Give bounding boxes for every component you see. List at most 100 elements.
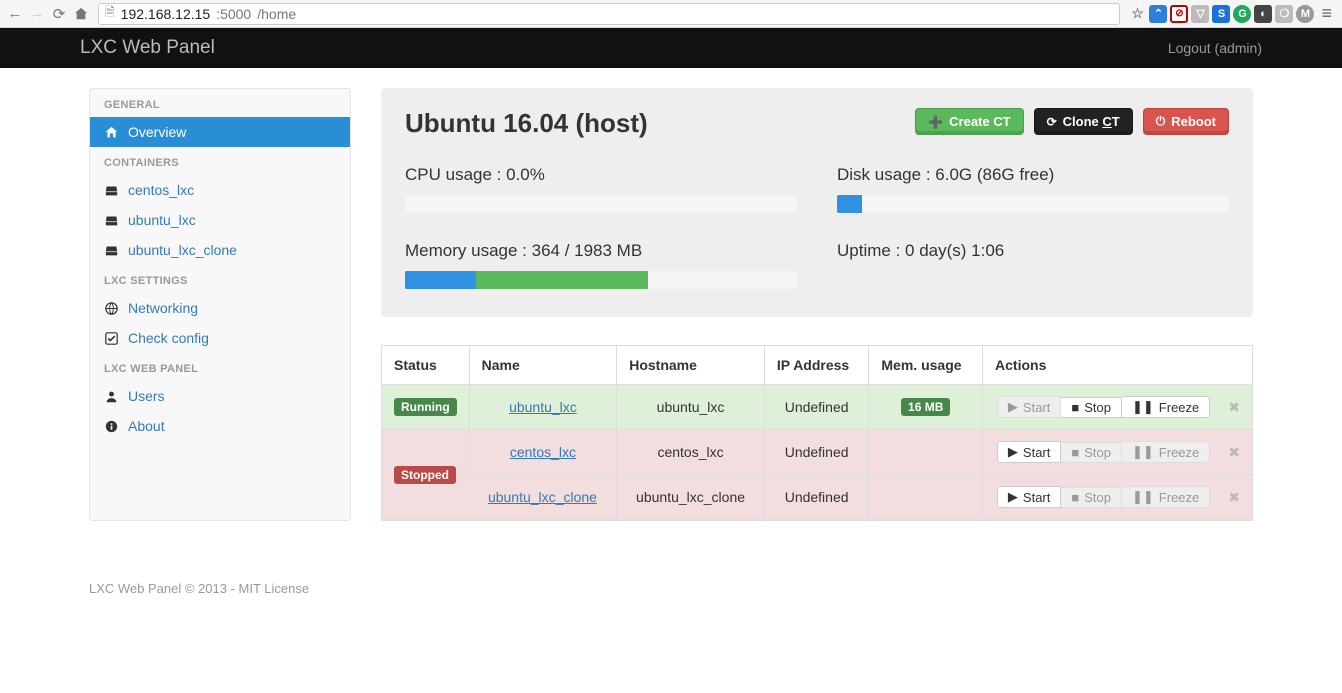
sidebar-item-label: About bbox=[128, 418, 165, 434]
ext-s-icon[interactable]: S bbox=[1212, 5, 1230, 23]
th-host: Hostname bbox=[616, 346, 764, 385]
cell-host: ubuntu_lxc_clone bbox=[616, 475, 764, 520]
cell-actions: ▶ Start■ Stop❚❚ Freeze✖ bbox=[982, 385, 1252, 430]
play-icon: ▶ bbox=[1008, 444, 1018, 460]
container-link[interactable]: ubuntu_lxc bbox=[482, 399, 605, 415]
cell-ip: Undefined bbox=[764, 385, 869, 430]
sidebar-item-centos-lxc[interactable]: centos_lxc bbox=[90, 175, 350, 205]
globe-icon bbox=[104, 302, 118, 315]
bookmark-star-icon[interactable]: ☆ bbox=[1128, 5, 1146, 23]
reboot-button[interactable]: ⏻ Reboot bbox=[1143, 108, 1229, 135]
nav-home-icon[interactable] bbox=[72, 5, 90, 23]
mem-bar bbox=[405, 271, 797, 289]
ext-adblock-icon[interactable]: ⊘ bbox=[1170, 5, 1188, 23]
cell-mem bbox=[868, 475, 982, 520]
browser-menu-icon[interactable]: ≡ bbox=[1317, 3, 1336, 24]
pause-icon: ❚❚ bbox=[1132, 444, 1154, 460]
nav-back-icon[interactable]: ← bbox=[6, 5, 24, 23]
remove-icon[interactable]: ✖ bbox=[1228, 399, 1240, 416]
stop-icon: ■ bbox=[1071, 445, 1079, 460]
start-button[interactable]: ▶ Start bbox=[997, 441, 1061, 463]
mem-badge: 16 MB bbox=[901, 398, 950, 416]
stop-button: ■ Stop bbox=[1061, 487, 1122, 508]
sidebar-item-check-config[interactable]: Check config bbox=[90, 323, 350, 353]
cell-status: Stopped bbox=[382, 430, 469, 520]
cpu-bar bbox=[405, 195, 797, 213]
hdd-icon bbox=[104, 184, 118, 197]
nav-fwd-icon[interactable]: → bbox=[28, 5, 46, 23]
sidebar-item-ubuntu-lxc[interactable]: ubuntu_lxc bbox=[90, 205, 350, 235]
sidebar-item-overview[interactable]: Overview bbox=[90, 117, 350, 147]
clone-ct-button[interactable]: ⟳ Clone CT bbox=[1034, 108, 1133, 135]
stop-icon: ■ bbox=[1071, 400, 1079, 415]
mem-label: Memory usage : 364 / 1983 MB bbox=[405, 241, 797, 261]
cell-status: Running bbox=[382, 385, 469, 430]
page-icon: 🗎 bbox=[105, 3, 115, 24]
app-brand: LXC Web Panel bbox=[80, 37, 215, 59]
url-host: 192.168.12.15 bbox=[121, 6, 211, 22]
check-icon bbox=[104, 332, 118, 345]
cell-host: centos_lxc bbox=[616, 430, 764, 475]
host-title: Ubuntu 16.04 (host) bbox=[405, 108, 648, 139]
stop-button: ■ Stop bbox=[1061, 442, 1122, 463]
th-actions: Actions bbox=[982, 346, 1252, 385]
pause-icon: ❚❚ bbox=[1132, 399, 1154, 415]
hdd-icon bbox=[104, 244, 118, 257]
stop-button[interactable]: ■ Stop bbox=[1061, 397, 1122, 418]
cell-mem: 16 MB bbox=[868, 385, 982, 430]
sidebar-section-title: GENERAL bbox=[90, 89, 350, 117]
sidebar-item-ubuntu-lxc-clone[interactable]: ubuntu_lxc_clone bbox=[90, 235, 350, 265]
sidebar-item-label: Overview bbox=[128, 124, 186, 140]
sidebar-item-users[interactable]: Users bbox=[90, 381, 350, 411]
pause-icon: ❚❚ bbox=[1132, 489, 1154, 505]
start-button[interactable]: ▶ Start bbox=[997, 486, 1061, 508]
nav-reload-icon[interactable]: ⟳ bbox=[50, 5, 68, 23]
freeze-button: ❚❚ Freeze bbox=[1122, 486, 1210, 508]
sidebar-item-label: centos_lxc bbox=[128, 182, 194, 198]
create-ct-label: Create CT bbox=[949, 114, 1010, 129]
ext-grammarly-icon[interactable]: G bbox=[1233, 5, 1251, 23]
ext-globe-icon[interactable]: ❍ bbox=[1275, 5, 1293, 23]
sidebar-item-networking[interactable]: Networking bbox=[90, 293, 350, 323]
sidebar-section-title: LXC SETTINGS bbox=[90, 265, 350, 293]
cell-name: ubuntu_lxc_clone bbox=[469, 475, 617, 520]
cell-name: centos_lxc bbox=[469, 430, 617, 475]
sidebar-item-label: Check config bbox=[128, 330, 209, 346]
table-row: Runningubuntu_lxcubuntu_lxcUndefined16 M… bbox=[382, 385, 1252, 430]
sidebar-section-title: CONTAINERS bbox=[90, 147, 350, 175]
ext-blue-icon[interactable]: ⌃ bbox=[1149, 5, 1167, 23]
freeze-button[interactable]: ❚❚ Freeze bbox=[1122, 396, 1210, 418]
container-link[interactable]: ubuntu_lxc_clone bbox=[481, 489, 605, 505]
clone-ct-label: Clone CT bbox=[1063, 114, 1120, 129]
cell-ip: Undefined bbox=[764, 430, 869, 475]
footer: LXC Web Panel © 2013 - MIT License bbox=[41, 561, 1301, 616]
sidebar: GENERAL Overview CONTAINERS centos_lxcubunt… bbox=[89, 88, 351, 521]
remove-icon[interactable]: ✖ bbox=[1228, 444, 1240, 461]
user-icon bbox=[104, 390, 118, 403]
th-mem: Mem. usage bbox=[868, 346, 982, 385]
browser-extensions: ☆ ⌃ ⊘ ▽ S G ◐ ❍ M ≡ bbox=[1128, 3, 1336, 24]
address-bar[interactable]: 🗎 192.168.12.15:5000/home bbox=[98, 3, 1120, 25]
status-badge: Stopped bbox=[394, 466, 456, 484]
uptime-label: Uptime : 0 day(s) 1:06 bbox=[837, 241, 1229, 261]
home-icon bbox=[104, 126, 118, 139]
plus-icon: ➕ bbox=[928, 115, 943, 129]
sidebar-item-about[interactable]: About bbox=[90, 411, 350, 441]
logout-link[interactable]: Logout (admin) bbox=[1168, 40, 1262, 56]
ext-dark-icon[interactable]: ◐ bbox=[1254, 5, 1272, 23]
th-ip: IP Address bbox=[764, 346, 869, 385]
browser-chrome: ← → ⟳ 🗎 192.168.12.15:5000/home ☆ ⌃ ⊘ ▽ … bbox=[0, 0, 1342, 28]
create-ct-button[interactable]: ➕ Create CT bbox=[915, 108, 1023, 135]
ext-m-icon[interactable]: M bbox=[1296, 5, 1314, 23]
app-topbar: LXC Web Panel Logout (admin) bbox=[0, 28, 1342, 68]
table-row: ubuntu_lxc_cloneubuntu_lxc_cloneUndefine… bbox=[382, 475, 1252, 520]
sidebar-item-label: ubuntu_lxc_clone bbox=[128, 242, 237, 258]
host-panel: Ubuntu 16.04 (host) ➕ Create CT ⟳ Clone … bbox=[381, 88, 1253, 317]
cell-ip: Undefined bbox=[764, 475, 869, 520]
container-link[interactable]: centos_lxc bbox=[482, 444, 605, 460]
cell-actions: ▶ Start■ Stop❚❚ Freeze✖ bbox=[982, 430, 1252, 475]
remove-icon[interactable]: ✖ bbox=[1228, 489, 1240, 506]
reboot-label: Reboot bbox=[1171, 114, 1216, 129]
cell-mem bbox=[868, 430, 982, 475]
ext-shield-icon[interactable]: ▽ bbox=[1191, 5, 1209, 23]
